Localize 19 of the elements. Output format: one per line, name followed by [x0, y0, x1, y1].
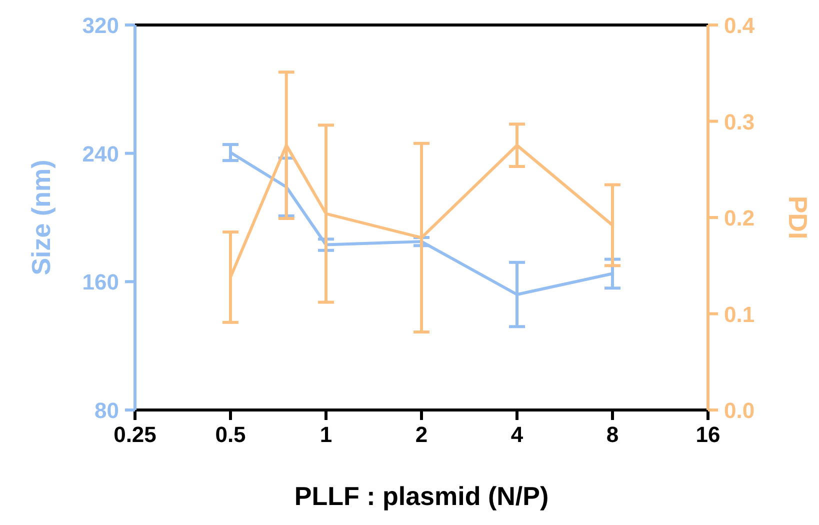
- y2-tick-label: 0.2: [724, 206, 755, 230]
- y-tick-label: 240: [82, 141, 119, 166]
- x-tick-label: 0.25: [114, 422, 156, 447]
- y2-axis-title: PDI: [783, 196, 813, 240]
- y2-tick-label: 0.0: [724, 398, 755, 423]
- x-tick-label: 2: [415, 422, 428, 447]
- x-tick-label: 1: [320, 422, 332, 447]
- x-tick-label: 16: [696, 422, 720, 447]
- y-axis-title: Size (nm): [26, 160, 56, 276]
- y-tick-label: 160: [82, 270, 119, 295]
- y-tick-label: 80: [94, 398, 119, 423]
- y2-tick-label: 0.1: [724, 302, 755, 327]
- y2-tick-label: 0.4: [724, 13, 756, 38]
- x-axis-title: PLLF : plasmid (N/P): [294, 481, 549, 511]
- y2-tick-label: 0.3: [724, 109, 755, 134]
- x-tick-label: 8: [606, 422, 619, 447]
- y-tick-label: 320: [82, 13, 119, 38]
- x-tick-label: 0.5: [215, 422, 246, 447]
- x-tick-label: 4: [510, 422, 524, 447]
